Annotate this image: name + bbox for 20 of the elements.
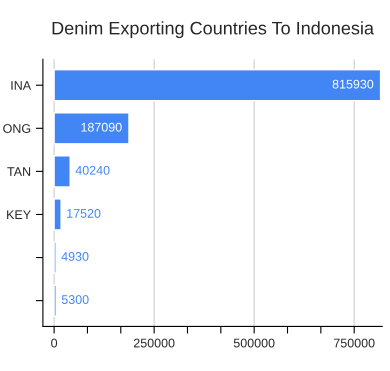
y-tick-label: TAN <box>7 167 30 176</box>
bar <box>53 112 130 144</box>
y-tick-label: KEY <box>7 210 31 219</box>
bar <box>53 155 71 188</box>
data-label: 187090 <box>81 122 122 132</box>
bar <box>53 69 382 102</box>
x-tick-label: 250000 <box>134 338 174 348</box>
bar <box>53 284 57 317</box>
y-tick-label: INA <box>11 81 32 90</box>
x-tick-label: 0 <box>51 338 58 348</box>
data-label: 4930 <box>61 252 88 261</box>
y-tick-label: ONG <box>3 124 30 133</box>
data-label: 17520 <box>67 208 100 218</box>
chart-title: Denim Exporting Countries To Indonesia <box>52 21 374 38</box>
data-label: 40240 <box>76 166 110 175</box>
data-label: 5300 <box>62 295 89 304</box>
data-label: 815930 <box>332 80 374 89</box>
x-tick-label: 500000 <box>234 338 275 348</box>
bar <box>53 198 62 231</box>
x-tick-label: 750000 <box>334 338 375 348</box>
